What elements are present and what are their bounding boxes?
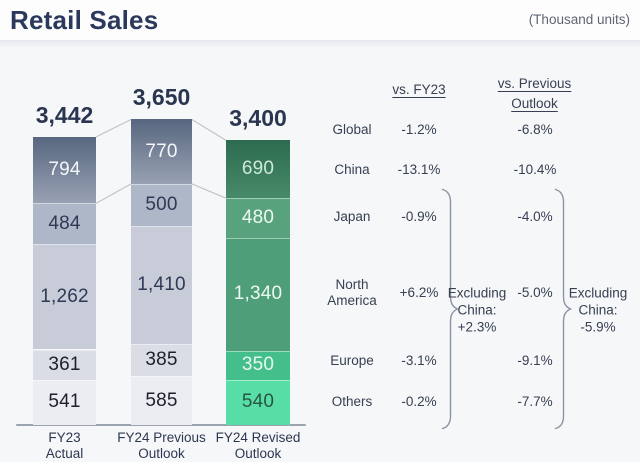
vs-previous-value: -6.8% (517, 122, 553, 137)
excluding-china-brace-vs-fy23 (441, 188, 459, 430)
x-axis-line (16, 424, 306, 426)
comparison-table: vs. FY23 vs. Previous Outlook Global -1.… (320, 46, 640, 462)
bar-chart: 3,442 794 484 1,262 361 541 FY23 Actual 3,650 770… (0, 46, 320, 462)
note-line: -5.9% (580, 319, 616, 335)
vs-fy23-value: -13.1% (397, 162, 441, 177)
vs-fy23-value: -1.2% (401, 122, 437, 137)
bar-segment-japan: 480 (226, 198, 290, 239)
bar-segment-china: 690 (226, 140, 290, 199)
excluding-china-note-vs-previous: Excluding China: -5.9% (567, 285, 629, 336)
bar-segment-others: 540 (226, 379, 290, 425)
vs-previous-value: -9.1% (517, 353, 553, 368)
excluding-china-note-vs-fy23: Excluding China: +2.3% (446, 285, 508, 336)
note-line: Excluding (447, 285, 507, 301)
note-line: Excluding (568, 285, 628, 301)
bar-segment-others: 585 (131, 376, 192, 425)
note-line: China: (457, 302, 497, 318)
x-axis-label: FY24 Previous Outlook (117, 430, 206, 461)
x-axis-label: FY23 Actual (45, 430, 84, 461)
bar-segment-china: 770 (131, 119, 192, 184)
bar-segment-others: 541 (33, 379, 96, 425)
vs-previous-value: -5.0% (517, 285, 553, 300)
bar-total-label: 3,650 (132, 84, 191, 111)
note-line: +2.3% (457, 319, 497, 335)
vs-fy23-value: -3.1% (401, 353, 437, 368)
page-title: Retail Sales (10, 5, 159, 35)
note-line: China: (578, 302, 618, 318)
bar-total-label: 3,400 (229, 105, 287, 132)
bar-segment-north-america: 1,340 (226, 238, 290, 351)
vs-previous-value: -4.0% (517, 209, 553, 224)
region-label: Europe (330, 353, 374, 368)
region-label: China (334, 162, 370, 177)
region-label: Others (331, 394, 373, 409)
excluding-china-brace-vs-previous (554, 188, 572, 430)
x-axis-label: FY24 Revised Outlook (215, 430, 301, 461)
region-label: North America (327, 277, 377, 308)
bar-segment-north-america: 1,410 (131, 225, 192, 344)
bar-total-label: 3,442 (35, 101, 94, 128)
vs-previous-value: -10.4% (513, 162, 557, 177)
bar-segment-europe: 385 (131, 343, 192, 377)
vs-previous-value: -7.7% (517, 394, 553, 409)
region-label: Japan (333, 209, 371, 224)
header-divider (0, 40, 640, 47)
bar-segment-europe: 361 (33, 349, 96, 380)
vs-fy23-value: +6.2% (399, 285, 439, 300)
bar-segment-japan: 484 (33, 203, 96, 244)
bar-segment-china: 794 (33, 136, 96, 204)
bar-segment-japan: 500 (131, 183, 192, 226)
bar-segment-north-america: 1,262 (33, 243, 96, 350)
column-header-vs-previous-outlook: vs. Previous Outlook (497, 76, 572, 111)
vs-fy23-value: -0.9% (401, 209, 437, 224)
region-label: Global (332, 122, 372, 137)
header: Retail Sales (Thousand units) (0, 0, 640, 40)
vs-fy23-value: -0.2% (401, 394, 437, 409)
column-header-vs-fy23: vs. FY23 (392, 82, 446, 97)
units-note: (Thousand units) (528, 12, 630, 27)
bar-segment-europe: 350 (226, 350, 290, 380)
